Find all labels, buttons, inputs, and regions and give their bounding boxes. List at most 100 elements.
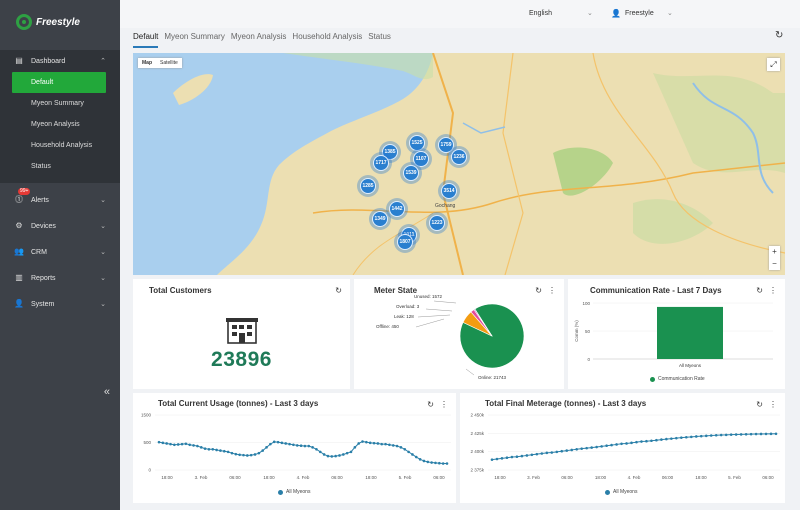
map-cluster[interactable]: 1285 xyxy=(357,175,379,197)
data-point[interactable] xyxy=(403,447,407,451)
data-point[interactable] xyxy=(605,444,608,448)
data-point[interactable] xyxy=(376,442,380,445)
app-logo[interactable]: Freestyle xyxy=(0,0,120,44)
data-point[interactable] xyxy=(338,454,341,457)
data-point[interactable] xyxy=(585,446,588,450)
data-point[interactable] xyxy=(719,433,723,437)
data-point[interactable] xyxy=(407,450,410,454)
data-point[interactable] xyxy=(192,444,195,447)
map-cluster[interactable]: 3514 xyxy=(438,180,460,202)
data-point[interactable] xyxy=(272,440,276,444)
data-point[interactable] xyxy=(334,454,337,458)
tab-household-analysis[interactable]: Household Analysis xyxy=(292,32,363,41)
data-point[interactable] xyxy=(505,456,509,460)
data-point[interactable] xyxy=(426,460,430,464)
data-point[interactable] xyxy=(295,444,299,447)
data-point[interactable] xyxy=(430,461,433,464)
map-type-satellite[interactable]: Satellite xyxy=(160,60,178,66)
data-point[interactable] xyxy=(211,447,215,451)
data-point[interactable] xyxy=(307,444,311,448)
data-point[interactable] xyxy=(729,433,733,436)
sidebar-item-system[interactable]: 👤 System ⌄ xyxy=(0,291,120,317)
data-point[interactable] xyxy=(575,447,579,451)
map-view[interactable]: Map Satellite ⤢ + − 1385 1525 1759 1717 … xyxy=(133,53,785,275)
tab-default[interactable]: Default xyxy=(133,30,159,48)
data-point[interactable] xyxy=(515,455,519,459)
data-point[interactable] xyxy=(764,432,768,436)
data-point[interactable] xyxy=(438,461,441,465)
more-menu-icon[interactable]: ⋮ xyxy=(440,400,448,409)
data-point[interactable] xyxy=(709,434,713,437)
data-point[interactable] xyxy=(368,441,372,445)
data-point[interactable] xyxy=(219,449,222,452)
tab-myeon-summary[interactable]: Myeon Summary xyxy=(164,32,225,41)
sidebar-item-devices[interactable]: ⚙ Devices ⌄ xyxy=(0,213,120,239)
data-point[interactable] xyxy=(269,442,272,446)
refresh-icon[interactable]: ↻ xyxy=(535,286,542,295)
data-point[interactable] xyxy=(326,454,330,458)
data-point[interactable] xyxy=(520,454,524,458)
data-point[interactable] xyxy=(215,448,218,452)
user-menu[interactable]: 👤 Freestyle xyxy=(611,9,654,18)
map-type-toggle[interactable]: Map Satellite xyxy=(138,58,182,68)
data-point[interactable] xyxy=(500,457,504,460)
data-point[interactable] xyxy=(257,451,261,455)
data-point[interactable] xyxy=(685,435,688,439)
sidebar-item-dashboard[interactable]: ▤ Dashboard ⌃ xyxy=(0,50,120,72)
more-menu-icon[interactable]: ⋮ xyxy=(548,286,556,295)
data-point[interactable] xyxy=(660,438,663,441)
refresh-icon[interactable]: ↻ xyxy=(756,400,763,409)
data-point[interactable] xyxy=(399,446,403,449)
data-point[interactable] xyxy=(299,444,303,448)
data-point[interactable] xyxy=(734,433,738,436)
data-point[interactable] xyxy=(230,451,234,455)
data-point[interactable] xyxy=(714,433,718,437)
data-point[interactable] xyxy=(161,441,165,445)
data-point[interactable] xyxy=(222,449,226,453)
data-point[interactable] xyxy=(176,443,180,446)
data-point[interactable] xyxy=(560,449,564,453)
data-point[interactable] xyxy=(196,444,199,448)
data-point[interactable] xyxy=(510,455,514,459)
data-point[interactable] xyxy=(590,446,593,449)
data-point[interactable] xyxy=(739,433,743,436)
data-point[interactable] xyxy=(357,442,360,445)
data-point[interactable] xyxy=(645,439,648,443)
data-point[interactable] xyxy=(699,434,703,438)
data-point[interactable] xyxy=(495,457,499,461)
data-point[interactable] xyxy=(445,462,449,465)
data-point[interactable] xyxy=(625,442,628,445)
data-point[interactable] xyxy=(550,451,554,454)
sidebar-item-reports[interactable]: ▥ Reports ⌄ xyxy=(0,265,120,291)
map-cluster[interactable]: 1717 xyxy=(370,152,392,174)
data-point[interactable] xyxy=(361,440,364,443)
data-point[interactable] xyxy=(342,453,345,456)
data-point[interactable] xyxy=(242,453,245,457)
data-point[interactable] xyxy=(238,453,241,457)
data-point[interactable] xyxy=(234,452,238,456)
data-point[interactable] xyxy=(349,450,353,454)
data-point[interactable] xyxy=(724,433,728,437)
data-point[interactable] xyxy=(610,443,613,447)
data-point[interactable] xyxy=(744,432,748,436)
data-point[interactable] xyxy=(395,444,399,448)
data-point[interactable] xyxy=(411,453,414,456)
data-point[interactable] xyxy=(284,442,288,445)
data-point[interactable] xyxy=(203,447,207,450)
data-point[interactable] xyxy=(330,455,334,458)
data-point[interactable] xyxy=(570,448,574,452)
data-point[interactable] xyxy=(434,461,437,465)
data-point[interactable] xyxy=(303,444,307,448)
data-point[interactable] xyxy=(422,459,426,463)
data-point[interactable] xyxy=(600,445,603,448)
data-point[interactable] xyxy=(318,450,322,454)
sidebar-subitem-default[interactable]: Default xyxy=(12,72,106,93)
data-point[interactable] xyxy=(276,440,280,444)
tab-myeon-analysis[interactable]: Myeon Analysis xyxy=(230,32,287,41)
sidebar-subitem-household-analysis[interactable]: Household Analysis xyxy=(31,142,93,149)
data-point[interactable] xyxy=(391,444,395,447)
data-point[interactable] xyxy=(384,442,387,446)
map-cluster[interactable]: 1539 xyxy=(400,162,422,184)
data-point[interactable] xyxy=(565,449,569,452)
fullscreen-icon[interactable]: ⤢ xyxy=(767,58,780,71)
